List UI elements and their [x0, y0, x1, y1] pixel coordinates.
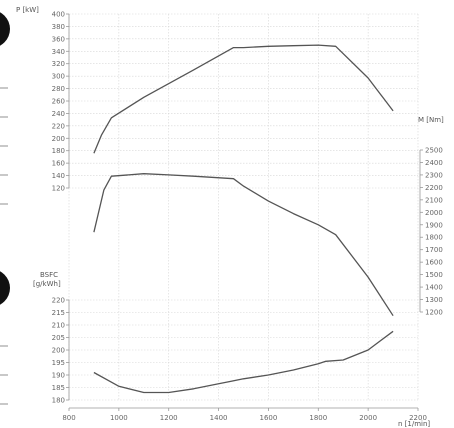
- left-edge-dashes: [0, 87, 8, 405]
- x-tick-label: 1200: [160, 414, 178, 422]
- grid-lines: [68, 13, 419, 401]
- torque-tick-label: 2200: [425, 184, 443, 192]
- power-tick-label: 220: [52, 122, 65, 130]
- bsfc-tick-label: 180: [52, 397, 65, 405]
- axes: [66, 13, 423, 411]
- tick-labels: 120 140 160 180 200 220 240 260 280 300 320 340 360 3…: [52, 11, 443, 423]
- power-tick-label: 360: [52, 35, 65, 43]
- power-tick-label: 300: [52, 73, 65, 81]
- x-tick-label: 1400: [210, 414, 228, 422]
- bsfc-tick-label: 200: [52, 347, 65, 355]
- power-tick-label: 380: [52, 23, 65, 31]
- power-axis-label: P [kW]: [16, 6, 39, 14]
- torque-tick-label: 1800: [425, 234, 443, 242]
- left-edge-marker-top: [0, 12, 10, 46]
- power-tick-label: 140: [52, 172, 65, 180]
- power-tick-label: 400: [52, 11, 65, 19]
- power-tick-label: 280: [52, 85, 65, 93]
- power-tick-label: 160: [52, 160, 65, 168]
- torque-tick-label: 2100: [425, 196, 443, 204]
- bsfc-tick-label: 220: [52, 297, 65, 305]
- bsfc-axis-label: BSFC [g/kWh]: [33, 271, 61, 288]
- torque-curve: [93, 173, 394, 317]
- torque-tick-label: 2400: [425, 159, 443, 167]
- bsfc-tick-label: 210: [52, 322, 65, 330]
- x-tick-label: 2000: [359, 414, 377, 422]
- left-edge-marker-bottom: [0, 271, 10, 305]
- torque-tick-label: 1500: [425, 271, 443, 279]
- torque-tick-label: 1300: [425, 296, 443, 304]
- bsfc-tick-label: 215: [52, 309, 65, 317]
- torque-tick-label: 1200: [425, 309, 443, 317]
- x-tick-label: 1800: [309, 414, 327, 422]
- x-tick-label: 1000: [110, 414, 128, 422]
- power-tick-label: 320: [52, 60, 65, 68]
- torque-axis-label: M [Nm]: [418, 116, 444, 124]
- power-tick-label: 260: [52, 98, 65, 106]
- bsfc-tick-label: 195: [52, 359, 65, 367]
- power-curve: [93, 44, 394, 154]
- x-tick-label: 2200: [409, 414, 427, 422]
- power-tick-label: 240: [52, 110, 65, 118]
- torque-tick-label: 1700: [425, 246, 443, 254]
- power-tick-label: 340: [52, 48, 65, 56]
- torque-tick-label: 1400: [425, 284, 443, 292]
- torque-tick-label: 1900: [425, 221, 443, 229]
- power-tick-label: 180: [52, 147, 65, 155]
- rpm-axis-label: n [1/min]: [398, 420, 430, 428]
- bsfc-curve: [93, 330, 394, 394]
- torque-tick-label: 2300: [425, 171, 443, 179]
- torque-tick-label: 1600: [425, 259, 443, 267]
- x-tick-label: 800: [62, 414, 75, 422]
- x-tick-label: 1600: [260, 414, 278, 422]
- power-tick-label: 200: [52, 135, 65, 143]
- power-tick-label: 120: [52, 185, 65, 193]
- bsfc-tick-label: 205: [52, 334, 65, 342]
- torque-tick-label: 2000: [425, 209, 443, 217]
- torque-tick-label: 2500: [425, 147, 443, 155]
- bsfc-tick-label: 185: [52, 384, 65, 392]
- bsfc-tick-label: 190: [52, 372, 65, 380]
